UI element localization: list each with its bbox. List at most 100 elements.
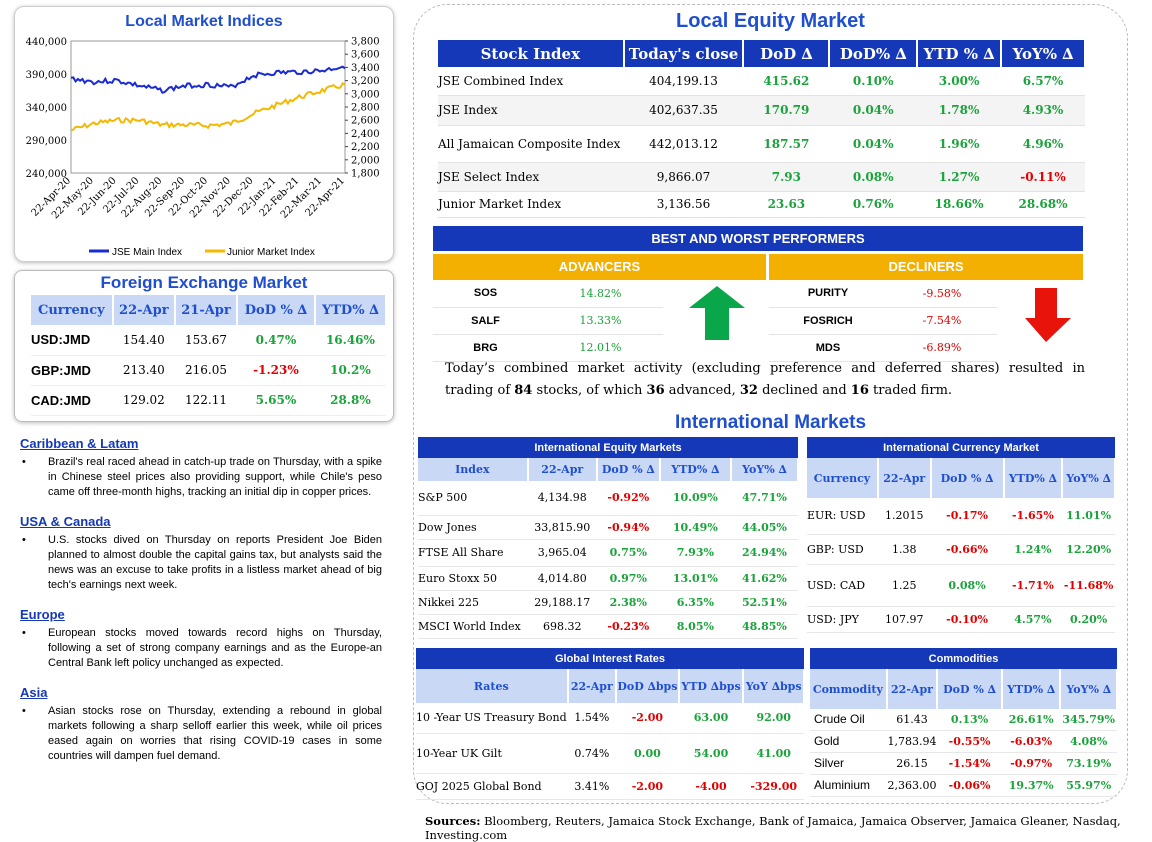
fx-row: GBP:JMD 213.40 216.05 -1.23% 10.2% [31,355,386,386]
currency-title-row: International Currency Market [807,437,1115,458]
equity-cell: 47.71% [730,481,798,516]
equity-cell: MSCI World Index [418,614,528,639]
commodities-header-cell: Commodity [810,669,888,709]
commodities-header-cell: YoY% ∆ [1060,669,1118,709]
rates-cell: 63.00 [678,703,744,734]
fx-cell: 16.46% [314,325,386,356]
commodities-cell: 55.97% [1060,774,1117,797]
commodities-cell: Silver [810,752,887,775]
fx-cell: 5.65% [237,385,315,416]
currency-header-cell: Currency [807,458,879,498]
equity-title-row: International Equity Markets [418,437,798,458]
market-summary: Today’s combined market activity (exclud… [445,358,1085,402]
currency-row: USD: JPY 107.97 -0.10% 4.57% 0.20% [807,606,1115,633]
equity-cell: 170.79 [743,95,830,126]
rates-header-cell: YoY ∆bps [743,669,805,703]
equity-row: JSE Index 402,637.35 170.79 0.04% 1.78% 4.93% [438,95,1085,126]
equity-cell: 41.62% [730,566,798,591]
currency-cell: 4.57% [1003,606,1063,633]
rates-row: 10 -Year US Treasury Bond 1.54% -2.00 63.00… [416,703,804,734]
left-tick-label: 390,000 [26,70,67,81]
equity-cell: 23.63 [743,191,830,218]
equity-header-cell: YoY% ∆ [730,458,800,481]
currency-cell: -0.17% [930,498,1004,535]
fx-cell: USD:JMD [31,325,113,356]
commodities-cell: 1,783.94 [886,730,938,753]
news-heading: Caribbean & Latam [20,436,139,451]
commodities-row: Crude Oil 61.43 0.13% 26.61% 345.79% [810,709,1117,731]
equity-cell: 28.68% [1001,191,1085,218]
news-paragraph: European stocks moved towards record hig… [20,626,382,671]
advancer-change: 12.01% [538,334,663,362]
equity-cell: JSE Combined Index [438,67,624,96]
news-item: Europe European stocks moved towards reco… [20,607,382,671]
equity-cell: 10.09% [659,481,731,516]
commodities-cell: 26.61% [1001,709,1061,731]
commodities-cell: Crude Oil [810,709,887,731]
equity-row: S&P 500 4,134.98 -0.92% 10.09% 47.71% [418,481,798,516]
fx-cell: 154.40 [112,325,175,356]
rates-title-row: Global Interest Rates [416,648,804,669]
decliner-symbol: PURITY [769,280,887,308]
rates-row: GOJ 2025 Global Bond 3.41% -2.00 -4.00 -329.… [416,773,804,800]
rates-cell: 3.41% [567,773,617,800]
equity-row: Nikkei 225 29,188.17 2.38% 6.35% 52.51% [418,590,798,615]
currency-cell: 0.20% [1062,606,1115,633]
equity-cell: 402,637.35 [623,95,744,126]
equity-cell: 0.10% [829,67,918,96]
right-tick-label: 2,400 [351,129,380,140]
local-market-indices-panel: Local Market Indices 440,000 390,000 340,0… [14,6,394,262]
equity-cell: S&P 500 [418,481,528,516]
commodities-header-cell: 22-Apr [886,669,939,709]
equity-cell: 4.93% [1001,95,1085,126]
fx-cell: 216.05 [174,355,238,386]
rates-header-row: Rates 22-Apr DoD ∆bps YTD ∆bps YoY ∆bps [416,669,805,703]
equity-cell: 7.93 [743,162,830,192]
equity-cell: 442,013.12 [623,125,744,163]
fx-table: Currency 22-Apr 21-Apr DoD % ∆ YTD% ∆ USD:JM… [31,295,388,416]
chart-title: Local Market Indices [125,13,283,30]
up-arrow-icon [663,280,769,362]
currency-row: EUR: USD 1.2015 -0.17% -1.65% 11.01% [807,498,1115,535]
summary-declined-count: 32 [739,383,758,398]
equity-header-cell: YTD% ∆ [659,458,732,481]
jse-main-index-line [70,65,346,94]
equity-cell: 4,134.98 [527,481,597,516]
commodities-title-row: Commodities [810,648,1117,669]
decliner-symbol: MDS [769,334,887,362]
equity-header-cell: Today's close [623,40,745,67]
equity-cell: 2.38% [596,590,660,615]
equity-header-cell: YTD % ∆ [917,40,1003,67]
summary-text-4: declined and [757,383,851,398]
equity-title: International Equity Markets [534,441,682,454]
equity-cell: 0.75% [596,539,660,567]
currency-title: International Currency Market [883,441,1039,454]
equity-header-row: Stock Index Today's close DoD ∆ DoD% ∆ YTD %… [438,40,1086,67]
sources-label: Sources: [425,814,481,828]
commodities-header-row: Commodity 22-Apr DoD % ∆ YTD% ∆ YoY% ∆ [810,669,1118,709]
currency-cell: 0.08% [930,564,1004,607]
summary-traded-count: 84 [514,383,533,398]
equity-cell: JSE Index [438,95,624,126]
currency-cell: 1.24% [1003,534,1063,565]
equity-row: JSE Combined Index 404,199.13 415.62 0.10% 3… [438,67,1085,96]
decliner-symbol: FOSRICH [769,307,887,335]
currency-table: International Currency Market Currency 22-… [807,437,1116,633]
equity-cell: 44.05% [730,515,798,540]
fx-cell: 153.67 [174,325,238,356]
left-tick-label: 290,000 [26,136,67,147]
equity-cell: Dow Jones [418,515,528,540]
decliner-row: MDS -6.89% [769,334,997,362]
news-heading: Europe [20,607,65,622]
equity-cell: 3,136.56 [623,191,744,218]
summary-text-3: advanced, [664,383,740,398]
equity-cell: Euro Stoxx 50 [418,566,528,591]
equity-cell: 0.04% [829,95,918,126]
advancer-row: BRG 12.01% [433,334,663,362]
equity-cell: 1.96% [917,125,1002,163]
down-arrow-icon [997,280,1083,362]
sources-text: Bloomberg, Reuters, Jamaica Stock Exchan… [425,814,1121,842]
right-tick-label: 3,000 [351,89,380,100]
equity-cell: 29,188.17 [527,590,597,615]
fx-row: CAD:JMD 129.02 122.11 5.65% 28.8% [31,385,386,416]
